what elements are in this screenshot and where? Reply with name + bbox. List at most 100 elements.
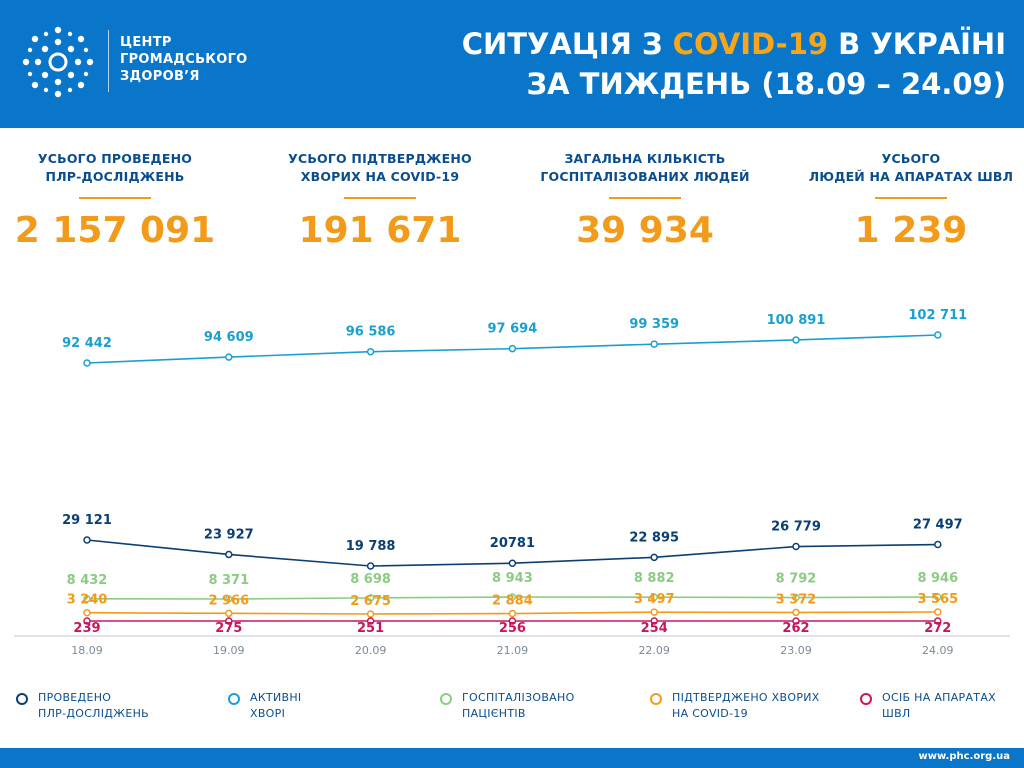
legend-marker-icon bbox=[860, 693, 872, 705]
org-name-line2: ГРОМАДСЬКОГО bbox=[120, 52, 248, 67]
legend-label-line1: ПІДТВЕРДЖЕНО ХВОРИХ bbox=[672, 691, 820, 704]
legend-label-line1: ПРОВЕДЕНО bbox=[38, 691, 112, 704]
data-point-ventilators bbox=[934, 617, 942, 625]
title-highlight: COVID-19 bbox=[672, 27, 829, 61]
data-label-active: 97 694 bbox=[488, 322, 538, 337]
org-name-line3: ЗДОРОВ’Я bbox=[120, 69, 200, 84]
data-point-pcr bbox=[792, 542, 800, 551]
stat-value: 39 934 bbox=[576, 210, 714, 251]
x-tick-label: 21.09 bbox=[497, 644, 529, 657]
legend-label-line1: АКТИВНІ bbox=[250, 691, 302, 704]
legend-marker-icon bbox=[440, 693, 452, 705]
data-label-hospitalized: 8 946 bbox=[917, 571, 958, 586]
data-point-confirmed bbox=[508, 609, 517, 618]
data-label-confirmed: 2 884 bbox=[492, 594, 533, 609]
data-point-hospitalized bbox=[225, 595, 233, 603]
data-label-active: 96 586 bbox=[346, 325, 396, 340]
stat-value: 1 239 bbox=[854, 210, 968, 251]
data-label-active: 100 891 bbox=[767, 313, 826, 328]
data-point-confirmed bbox=[225, 609, 233, 618]
data-label-hospitalized: 8 792 bbox=[776, 572, 817, 587]
legend-label-line1: ГОСПІТАЛІЗОВАНО bbox=[462, 691, 575, 704]
data-label-ventilators: 254 bbox=[641, 621, 668, 636]
page-title-line1: СИТУАЦІЯ З COVID-19 В УКРАЇНІ bbox=[462, 24, 1006, 64]
data-label-ventilators: 272 bbox=[924, 621, 951, 636]
legend-label-line2: ПЛР-ДОСЛІДЖЕНЬ bbox=[38, 707, 150, 720]
data-label-pcr: 27 497 bbox=[913, 518, 963, 533]
data-label-pcr: 26 779 bbox=[771, 520, 821, 535]
data-label-confirmed: 3 372 bbox=[776, 592, 817, 607]
title-part1: СИТУАЦІЯ З bbox=[461, 27, 673, 61]
stat-ventilators-total: УСЬОГО ЛЮДЕЙ НА АПАРАТАХ ШВЛ 1 239 bbox=[786, 150, 1024, 251]
data-label-pcr: 19 788 bbox=[346, 539, 396, 554]
data-point-hospitalized bbox=[366, 594, 375, 602]
legend-marker-icon bbox=[228, 693, 240, 705]
data-label-ventilators: 239 bbox=[73, 621, 100, 636]
data-point-ventilators bbox=[225, 617, 233, 625]
data-label-pcr: 23 927 bbox=[204, 527, 254, 542]
data-label-active: 99 359 bbox=[629, 317, 679, 332]
data-point-active bbox=[792, 336, 800, 344]
x-tick-label: 24.09 bbox=[922, 644, 954, 657]
data-point-hospitalized bbox=[934, 593, 942, 601]
data-point-active bbox=[366, 347, 375, 356]
footer-url: www.phc.org.ua bbox=[918, 751, 1010, 762]
data-label-hospitalized: 8 371 bbox=[208, 573, 249, 588]
legend-label-line2: ШВЛ bbox=[882, 707, 911, 720]
data-label-active: 102 711 bbox=[908, 308, 967, 323]
page-title-line2: ЗА ТИЖДЕНЬ (18.09 – 24.09) bbox=[526, 67, 1006, 101]
weekly-line-chart: 18.09 19.09 20.09 21.09 22.09 23.09 24.09 92 44… bbox=[14, 308, 1010, 657]
data-label-confirmed: 2 675 bbox=[350, 594, 391, 609]
x-tick-label: 20.09 bbox=[355, 644, 387, 657]
phc-logo-icon bbox=[22, 26, 94, 98]
stat-value: 2 157 091 bbox=[14, 210, 216, 251]
legend-marker-icon bbox=[650, 693, 662, 705]
data-point-ventilators bbox=[508, 617, 517, 625]
data-label-hospitalized: 8 882 bbox=[634, 571, 675, 586]
legend-label: ГОСПІТАЛІЗОВАНО ПАЦІЄНТІВ bbox=[462, 690, 575, 722]
data-point-ventilators bbox=[366, 617, 375, 625]
x-tick-label: 19.09 bbox=[213, 644, 245, 657]
stat-label-line2: ГОСПІТАЛІЗОВАНИХ ЛЮДЕЙ bbox=[540, 169, 750, 184]
legend-marker-icon bbox=[16, 693, 28, 705]
data-point-ventilators bbox=[650, 617, 658, 625]
org-name: ЦЕНТР ГРОМАДСЬКОГО ЗДОРОВ’Я bbox=[120, 34, 248, 85]
data-point-confirmed bbox=[650, 608, 658, 616]
legend-label: ПРОВЕДЕНО ПЛР-ДОСЛІДЖЕНЬ bbox=[38, 690, 149, 722]
data-point-confirmed bbox=[366, 610, 375, 618]
data-label-hospitalized: 8 698 bbox=[350, 572, 391, 587]
data-label-active: 94 609 bbox=[204, 330, 254, 345]
footer-bar: www.phc.org.ua bbox=[0, 748, 1024, 768]
data-point-active bbox=[508, 344, 517, 353]
data-label-ventilators: 251 bbox=[357, 621, 384, 636]
data-point-confirmed bbox=[792, 608, 800, 617]
stat-divider bbox=[79, 197, 151, 199]
data-point-pcr bbox=[83, 536, 91, 544]
stat-divider bbox=[609, 197, 681, 199]
stat-label: ЗАГАЛЬНА КІЛЬКІСТЬ ГОСПІТАЛІЗОВАНИХ ЛЮДЕ… bbox=[520, 150, 770, 186]
stat-label-line2: ХВОРИХ НА COVID-19 bbox=[300, 169, 460, 184]
data-point-pcr bbox=[650, 553, 658, 562]
data-point-hospitalized bbox=[508, 593, 517, 601]
legend-label-line1: ОСІБ НА АПАРАТАХ bbox=[882, 691, 996, 704]
data-label-active: 92 442 bbox=[62, 336, 112, 351]
data-label-hospitalized: 8 943 bbox=[492, 571, 533, 586]
data-point-pcr bbox=[508, 559, 517, 567]
data-label-ventilators: 262 bbox=[782, 621, 809, 636]
data-label-ventilators: 275 bbox=[215, 621, 242, 636]
legend-label: АКТИВНІ ХВОРІ bbox=[250, 690, 301, 722]
data-point-ventilators bbox=[792, 617, 800, 625]
data-point-active bbox=[650, 340, 658, 348]
org-name-line1: ЦЕНТР bbox=[120, 35, 172, 50]
data-point-pcr bbox=[225, 550, 233, 559]
stat-divider bbox=[875, 197, 947, 199]
header-banner: ЦЕНТР ГРОМАДСЬКОГО ЗДОРОВ’Я СИТУАЦІЯ З C… bbox=[0, 0, 1024, 128]
stat-label-line2: ЛЮДЕЙ НА АПАРАТАХ ШВЛ bbox=[808, 169, 1014, 184]
stat-label: УСЬОГО ЛЮДЕЙ НА АПАРАТАХ ШВЛ bbox=[786, 150, 1024, 186]
legend-label: ПІДТВЕРДЖЕНО ХВОРИХ НА COVID-19 bbox=[672, 690, 820, 722]
data-point-active bbox=[934, 331, 942, 339]
stat-label-line1: УСЬОГО bbox=[881, 151, 941, 166]
data-label-confirmed: 3 565 bbox=[917, 592, 958, 607]
data-point-pcr bbox=[934, 540, 942, 549]
legend-label-line2: ПАЦІЄНТІВ bbox=[462, 707, 526, 720]
